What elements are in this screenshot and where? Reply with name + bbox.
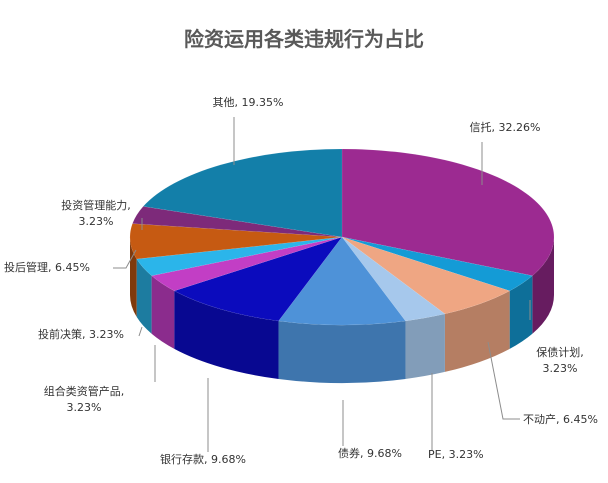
pie-tops	[129, 148, 555, 326]
pie-slice-7	[136, 236, 343, 277]
pie-side-1	[509, 275, 533, 349]
pie-side-3	[405, 313, 445, 379]
pie-sides	[130, 237, 554, 383]
chart-title: 险资运用各类违规行为占比	[184, 27, 424, 51]
pie-slice-9	[132, 206, 343, 238]
data-label-0: 信托, 32.26%	[470, 120, 541, 134]
pie-side-5	[174, 290, 279, 379]
pie-slice-1	[341, 236, 533, 292]
pie-slice-2	[341, 236, 511, 315]
leader-line-2	[487, 341, 520, 420]
data-label-1-line-0: 保债计划,	[536, 345, 584, 359]
data-label-1-line-1: 3.23%	[543, 362, 578, 375]
leader-line-8	[113, 249, 137, 269]
data-label-9-line-0: 投资管理能力,	[61, 198, 131, 212]
pie-slice-8	[129, 223, 343, 260]
pie-slice-3	[341, 236, 446, 322]
data-label-10: 其他, 19.35%	[213, 96, 284, 109]
pie-side-4	[278, 320, 406, 383]
data-labels: 信托, 32.26% 保债计划, 3.23% 不动产, 6.45% PE, 3.23% 债…	[4, 96, 598, 466]
pie-side-6	[151, 275, 175, 349]
pie-side-7	[136, 259, 152, 334]
pie-slice-4	[278, 236, 406, 326]
data-label-7: 投前决策, 3.23%	[38, 327, 124, 341]
data-label-9-line-1: 3.23%	[79, 215, 114, 228]
pie-side-0	[532, 237, 554, 334]
leader-lines	[113, 117, 531, 452]
data-label-4: 债券, 9.68%	[338, 446, 402, 460]
data-label-6-line-0: 组合类资管产品,	[44, 384, 125, 398]
data-label-8: 投后管理, 6.45%	[4, 260, 90, 274]
pie-slice-0	[341, 148, 555, 277]
pie-side-2	[444, 290, 510, 372]
data-label-3: PE, 3.23%	[428, 448, 484, 461]
data-label-2: 不动产, 6.45%	[523, 412, 598, 426]
leader-line-7	[138, 326, 143, 337]
pie-slice-5	[173, 236, 343, 322]
data-label-6-line-1: 3.23%	[67, 401, 102, 414]
pie-slice-6	[151, 236, 343, 292]
pie-slice-10	[142, 148, 343, 238]
data-label-5: 银行存款, 9.68%	[160, 452, 246, 466]
